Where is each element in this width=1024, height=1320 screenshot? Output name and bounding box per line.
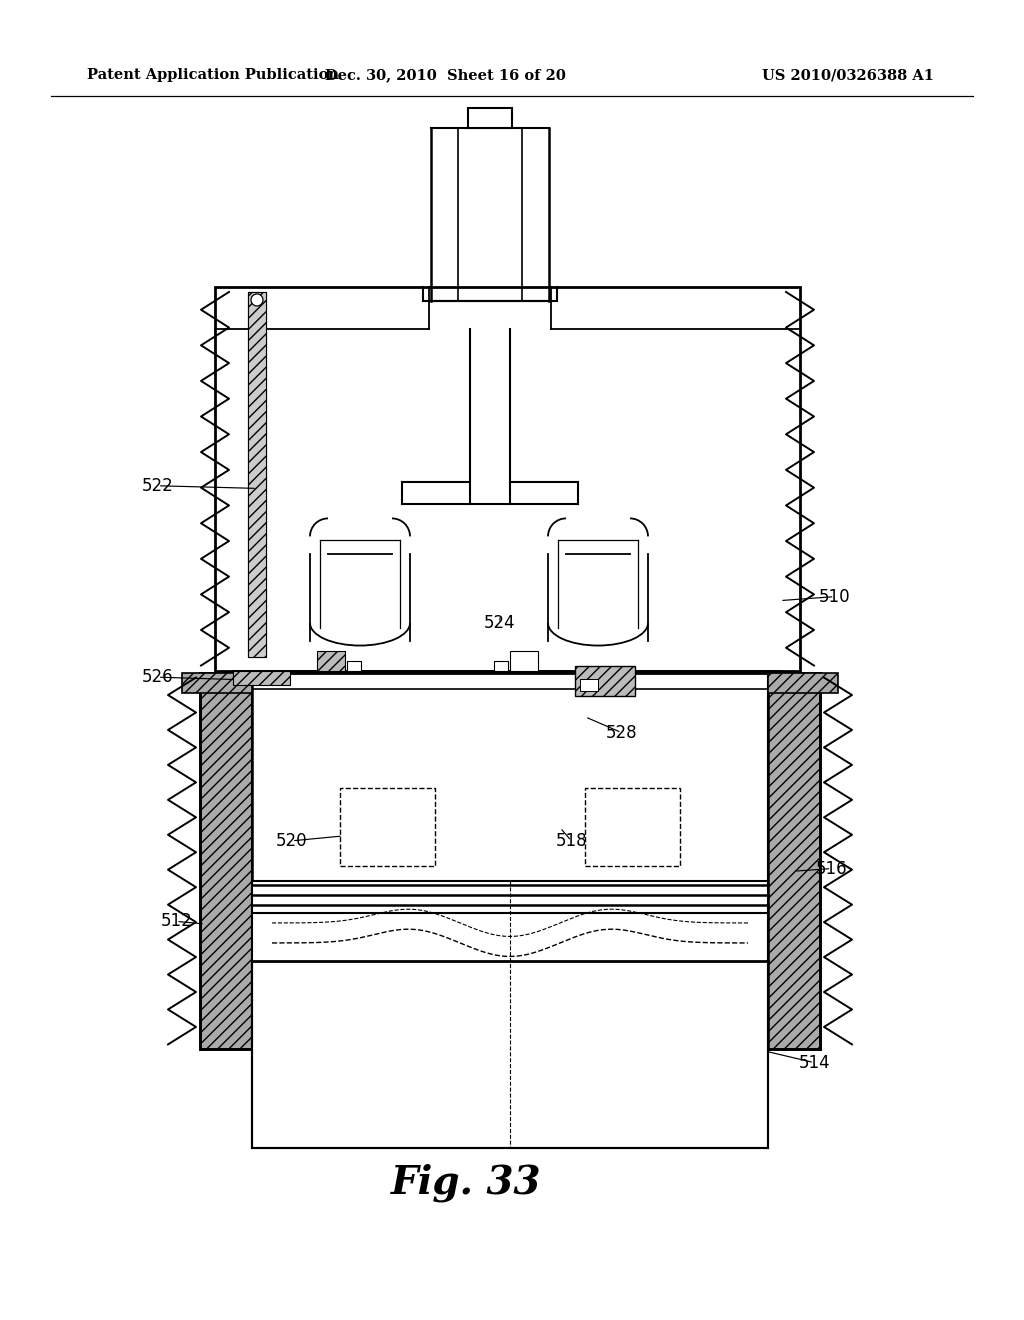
Bar	[580, 678, 598, 690]
Text: 526: 526	[142, 668, 173, 686]
Bar	[317, 651, 345, 671]
Bar	[347, 660, 361, 671]
Circle shape	[251, 294, 263, 306]
Text: 512: 512	[160, 912, 193, 931]
Bar	[340, 788, 435, 866]
Bar	[494, 660, 508, 671]
Text: 516: 516	[816, 859, 847, 878]
Text: 528: 528	[606, 723, 637, 742]
Bar	[768, 673, 838, 693]
Bar	[215, 286, 800, 671]
Bar	[200, 673, 252, 1049]
Text: 524: 524	[484, 614, 515, 632]
Text: 520: 520	[276, 832, 307, 850]
Text: Patent Application Publication: Patent Application Publication	[87, 69, 339, 82]
Bar	[252, 880, 768, 1148]
Bar	[575, 665, 635, 696]
Bar	[233, 671, 290, 685]
Text: Dec. 30, 2010  Sheet 16 of 20: Dec. 30, 2010 Sheet 16 of 20	[325, 69, 566, 82]
Text: US 2010/0326388 A1: US 2010/0326388 A1	[762, 69, 934, 82]
Bar	[768, 673, 820, 1049]
Text: 510: 510	[819, 587, 850, 606]
Bar	[510, 651, 538, 671]
Text: 522: 522	[141, 477, 174, 495]
Bar	[468, 108, 512, 128]
Text: 514: 514	[799, 1053, 829, 1072]
Text: Fig. 33: Fig. 33	[391, 1163, 541, 1203]
Bar	[248, 292, 266, 657]
Text: 518: 518	[556, 832, 587, 850]
Bar	[585, 788, 680, 866]
Bar	[182, 673, 252, 693]
Bar	[248, 292, 266, 657]
